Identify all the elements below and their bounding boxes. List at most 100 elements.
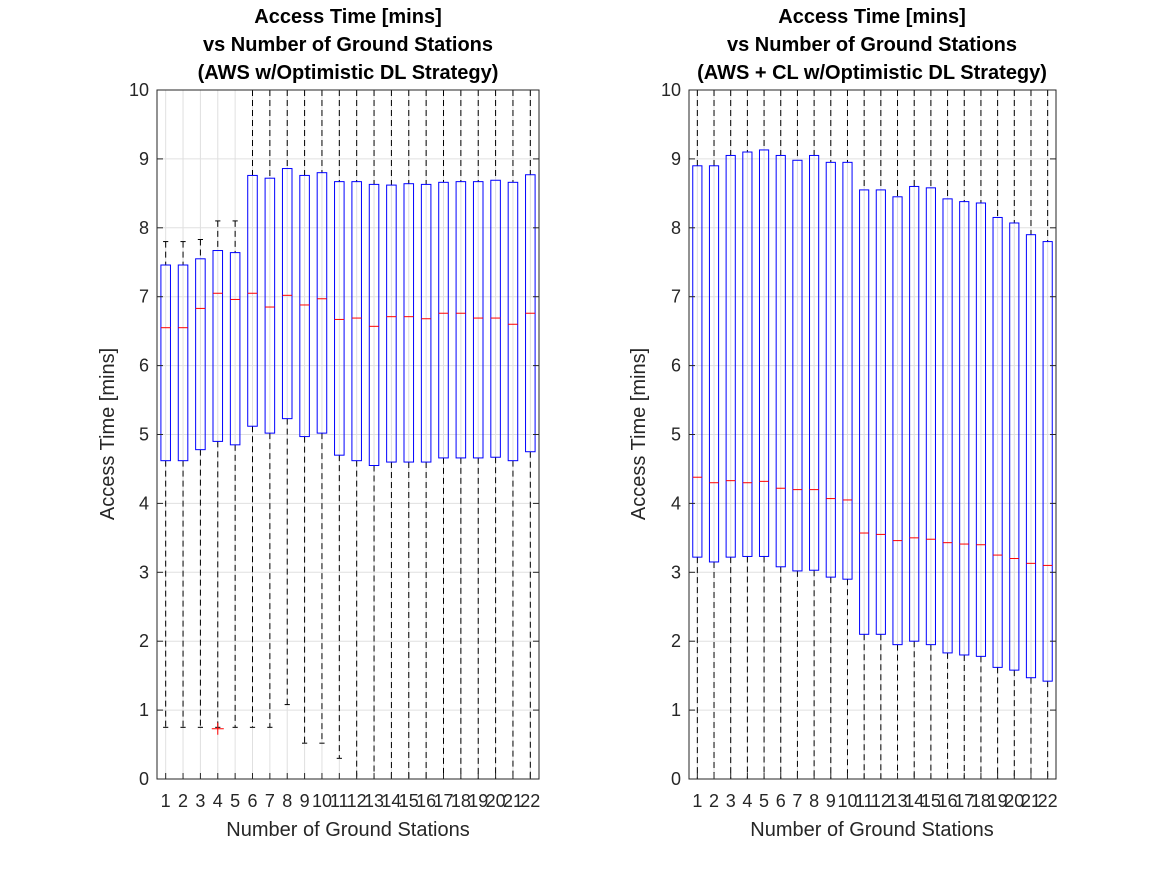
left-ytick-label: 10 — [129, 80, 149, 100]
iqr-box — [909, 185, 920, 642]
iqr-box — [792, 159, 803, 572]
iqr-box — [281, 168, 293, 420]
iqr-box — [420, 183, 432, 463]
left-box-16 — [420, 89, 432, 780]
right-xtick-label: 9 — [826, 791, 836, 811]
iqr-box — [403, 183, 415, 463]
right-box-14 — [909, 89, 920, 780]
left-title-line-3: (AWS w/Optimistic DL Strategy) — [198, 62, 499, 84]
iqr-box — [875, 189, 886, 635]
right-ytick-label: 8 — [671, 218, 681, 238]
right-xtick-label: 16 — [938, 791, 958, 811]
right-title-line-2: vs Number of Ground Stations — [727, 34, 1017, 56]
iqr-box — [264, 177, 276, 434]
left-box-5 — [229, 220, 241, 728]
right-ytick-label: 4 — [671, 493, 681, 513]
right-xtick-label: 8 — [809, 791, 819, 811]
right-ytick-label: 5 — [671, 425, 681, 445]
iqr-box — [455, 181, 467, 459]
iqr-box — [692, 165, 703, 558]
right-title-line-3: (AWS + CL w/Optimistic DL Strategy) — [697, 62, 1047, 84]
left-xtick-label: 5 — [230, 791, 240, 811]
left-xtick-label: 21 — [503, 791, 523, 811]
left-box-10 — [316, 89, 328, 744]
iqr-box — [925, 187, 936, 646]
right-xtick-label: 6 — [776, 791, 786, 811]
left-xlabel: Number of Ground Stations — [226, 819, 469, 841]
right-xtick-label: 4 — [742, 791, 752, 811]
left-ytick-label: 9 — [139, 149, 149, 169]
right-xtick-label: 7 — [792, 791, 802, 811]
left-xtick-label: 18 — [451, 791, 471, 811]
iqr-box — [316, 172, 328, 434]
right-xtick-label: 5 — [759, 791, 769, 811]
iqr-box — [195, 258, 206, 451]
iqr-box — [725, 154, 736, 558]
right-xtick-label: 12 — [871, 791, 891, 811]
right-xtick-label: 13 — [888, 791, 908, 811]
iqr-box — [825, 161, 836, 578]
right-box-10 — [842, 89, 853, 780]
left-boxes — [160, 89, 536, 780]
left-xtick-label: 13 — [364, 791, 384, 811]
left-subplot: Access Time [mins] vs Number of Ground S… — [97, 6, 540, 841]
left-ytick-label: 7 — [139, 287, 149, 307]
right-xtick-label: 1 — [692, 791, 702, 811]
iqr-box — [992, 216, 1003, 668]
right-ytick-label: 2 — [671, 631, 681, 651]
left-xtick-label: 12 — [347, 791, 367, 811]
iqr-box — [942, 198, 953, 654]
left-title-line-2: vs Number of Ground Stations — [203, 34, 493, 56]
iqr-box — [351, 181, 362, 462]
right-xtick-label: 10 — [837, 791, 857, 811]
iqr-box — [758, 149, 770, 557]
right-boxes — [692, 89, 1053, 780]
left-xtick-label: 9 — [300, 791, 310, 811]
left-box-18 — [455, 89, 467, 780]
left-xtick-label: 14 — [381, 791, 401, 811]
left-xtick-label: 15 — [399, 791, 419, 811]
iqr-box — [299, 174, 310, 438]
left-xtick-label: 7 — [265, 791, 275, 811]
iqr-box — [212, 250, 224, 442]
left-xtick-label: 19 — [468, 791, 488, 811]
left-box-8 — [281, 89, 293, 706]
left-box-2 — [177, 241, 189, 728]
right-title-line-1: Access Time [mins] — [778, 6, 966, 28]
left-ytick-label: 5 — [139, 425, 149, 445]
right-xtick-label: 3 — [726, 791, 736, 811]
left-xtick-label: 22 — [520, 791, 540, 811]
iqr-box — [809, 154, 820, 571]
iqr-box — [490, 179, 501, 458]
left-xtick-label: 1 — [161, 791, 171, 811]
right-box-19 — [992, 89, 1003, 780]
iqr-box — [859, 189, 870, 635]
left-ytick-label: 1 — [139, 700, 149, 720]
right-xtick-label: 18 — [971, 791, 991, 811]
iqr-box — [842, 161, 853, 580]
left-box-1 — [160, 241, 171, 728]
left-ytick-label: 4 — [139, 493, 149, 513]
left-ytick-label: 8 — [139, 218, 149, 238]
left-xtick-label: 4 — [213, 791, 223, 811]
right-xtick-label: 19 — [988, 791, 1008, 811]
left-box-9 — [299, 89, 310, 744]
left-box-22 — [525, 89, 536, 780]
iqr-box — [975, 202, 987, 657]
right-box-11 — [859, 89, 870, 780]
iqr-box — [247, 174, 258, 427]
iqr-box — [368, 183, 380, 467]
right-xtick-label: 15 — [921, 791, 941, 811]
left-xtick-label: 10 — [312, 791, 332, 811]
iqr-box — [160, 264, 171, 462]
right-box-4 — [742, 89, 753, 780]
iqr-box — [177, 264, 189, 462]
left-ytick-label: 6 — [139, 356, 149, 376]
iqr-box — [386, 184, 397, 463]
iqr-box — [1042, 241, 1053, 682]
left-xtick-label: 11 — [330, 791, 349, 811]
right-xtick-label: 11 — [855, 791, 874, 811]
right-box-8 — [809, 89, 820, 780]
iqr-box — [708, 165, 720, 563]
